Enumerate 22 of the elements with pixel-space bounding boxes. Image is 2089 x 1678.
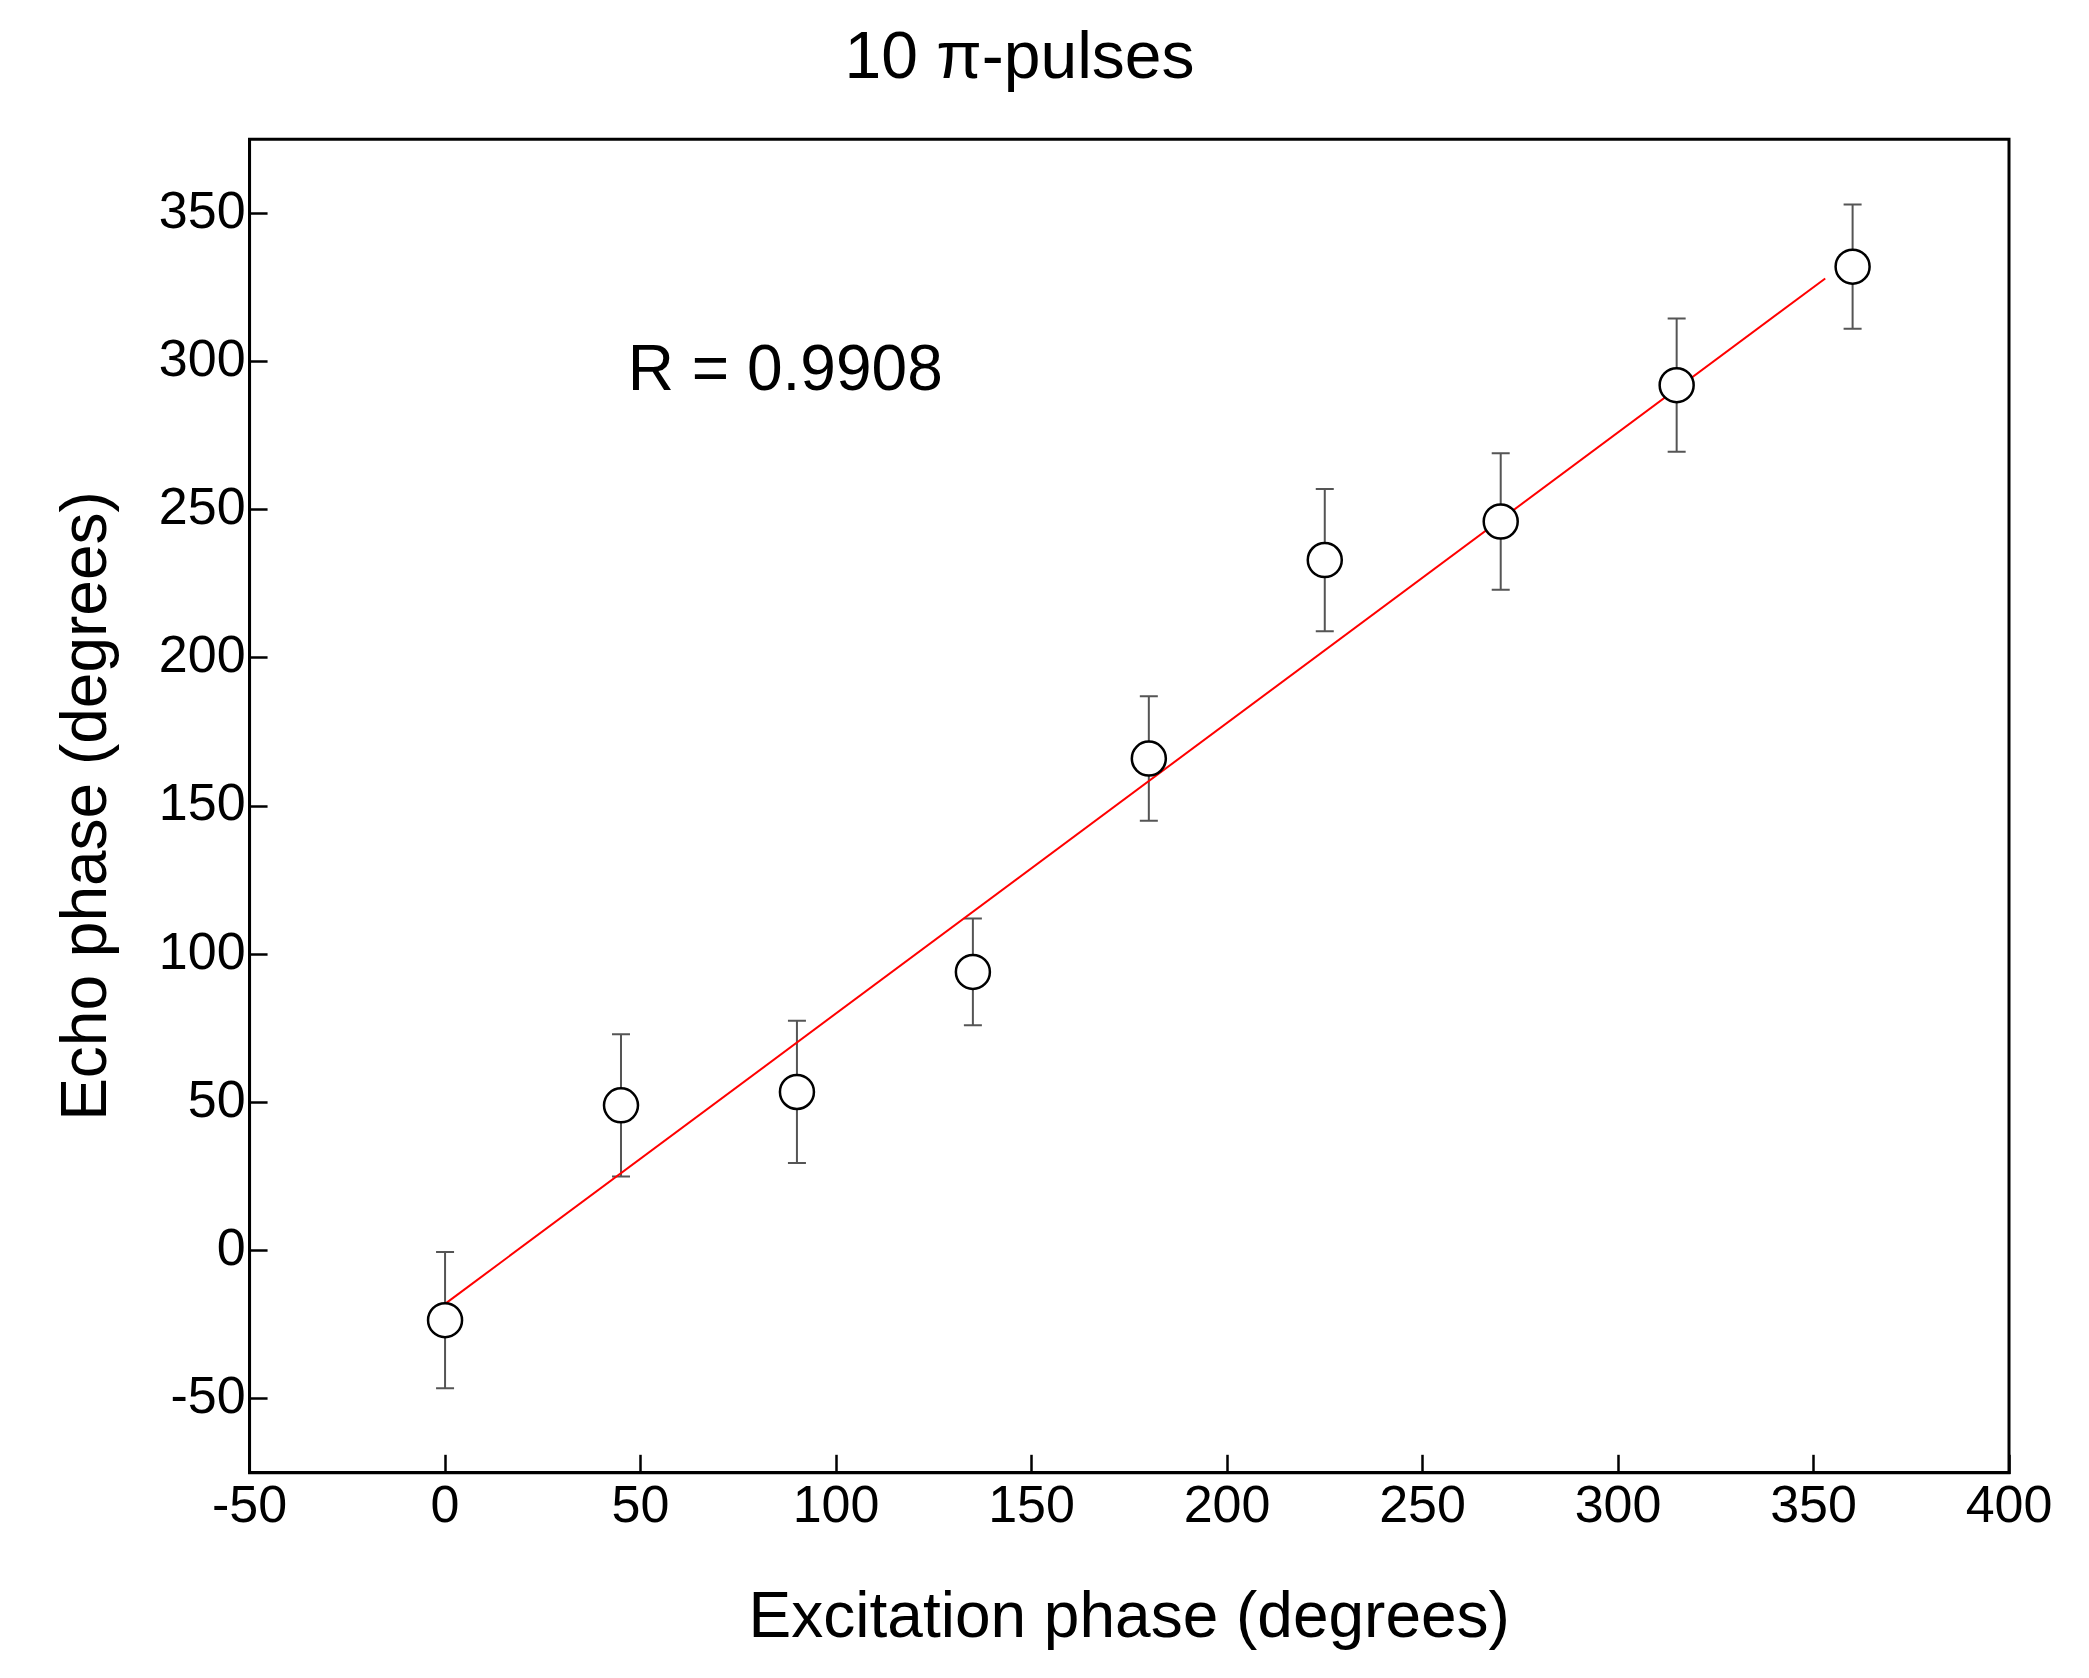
- y-tick-label: 200: [158, 625, 246, 684]
- x-tick-label: 350: [1770, 1475, 1857, 1534]
- chart-title: 10 π-pulses: [844, 17, 1195, 92]
- x-tick-label: 0: [430, 1475, 460, 1534]
- y-tick-label: 100: [158, 921, 246, 980]
- x-tick-label: 100: [792, 1475, 880, 1534]
- x-tick-label: 400: [1965, 1475, 2053, 1534]
- y-tick-label: 0: [216, 1217, 246, 1276]
- x-tick-label: 300: [1574, 1475, 1662, 1534]
- x-tick-label: 200: [1183, 1475, 1271, 1534]
- y-tick-label: 300: [158, 328, 246, 387]
- x-axis-title: Excitation phase (degrees): [748, 1579, 1510, 1652]
- x-tick-label: 250: [1379, 1475, 1466, 1534]
- x-tick-label: 50: [611, 1475, 670, 1534]
- y-axis-title: Echo phase (degrees): [48, 491, 121, 1121]
- y-tick-label: -50: [170, 1366, 246, 1425]
- y-tick-label: 250: [158, 476, 246, 535]
- annotation: R = 0.9908: [627, 332, 943, 405]
- y-tick-label: 150: [158, 773, 246, 832]
- y-tick-label: 350: [158, 180, 246, 239]
- x-tick-label: 150: [988, 1475, 1075, 1534]
- y-tick-label: 50: [187, 1069, 246, 1128]
